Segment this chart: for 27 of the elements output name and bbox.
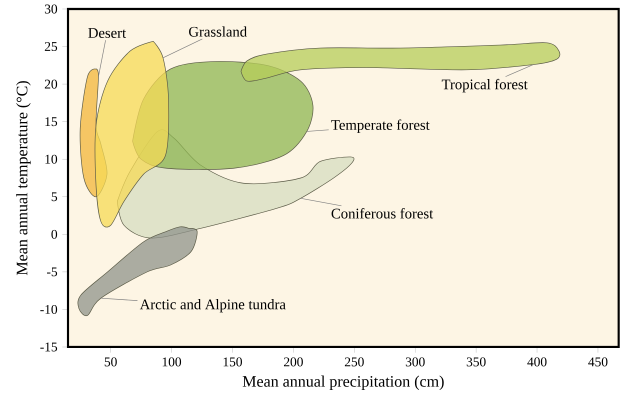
x-tick-label: 450 (588, 358, 608, 367)
x-axis-title: Mean annual precipitation (cm) (242, 376, 444, 390)
x-tick-label: 50 (104, 358, 117, 367)
y-tick-label: -5 (46, 268, 58, 277)
y-tick-label: 0 (51, 230, 58, 240)
y-tick-label: 10 (45, 154, 58, 164)
text: Desert (88, 28, 126, 38)
y-tick-label: 20 (44, 80, 58, 89)
y-tick-label: -10 (40, 305, 58, 314)
series-label: Arctic and Alpine tundra (140, 299, 286, 313)
y-tick-label: 15 (45, 117, 58, 126)
series-label: Temperate forest (331, 120, 430, 134)
x-tick-label: 100 (162, 358, 182, 367)
x-tick-label: 200 (284, 358, 303, 367)
x-tick-label: 400 (527, 358, 547, 367)
y-tick-label: 5 (52, 192, 58, 202)
x-tick-label: 350 (466, 358, 486, 367)
x-tick-label: 250 (344, 358, 364, 367)
text: Grassland (189, 26, 247, 37)
y-tick-label: 30 (44, 4, 58, 14)
y-axis-title: Mean annual temperature (°C) (16, 81, 31, 276)
y-tick-label: 25 (44, 42, 58, 52)
y-tick-label: -15 (40, 342, 58, 352)
x-tick-label: 300 (406, 358, 425, 367)
series-label: Coniferous forest (332, 208, 434, 219)
series-label: Tropical forest (442, 79, 528, 93)
x-tick-label: 150 (224, 358, 242, 367)
